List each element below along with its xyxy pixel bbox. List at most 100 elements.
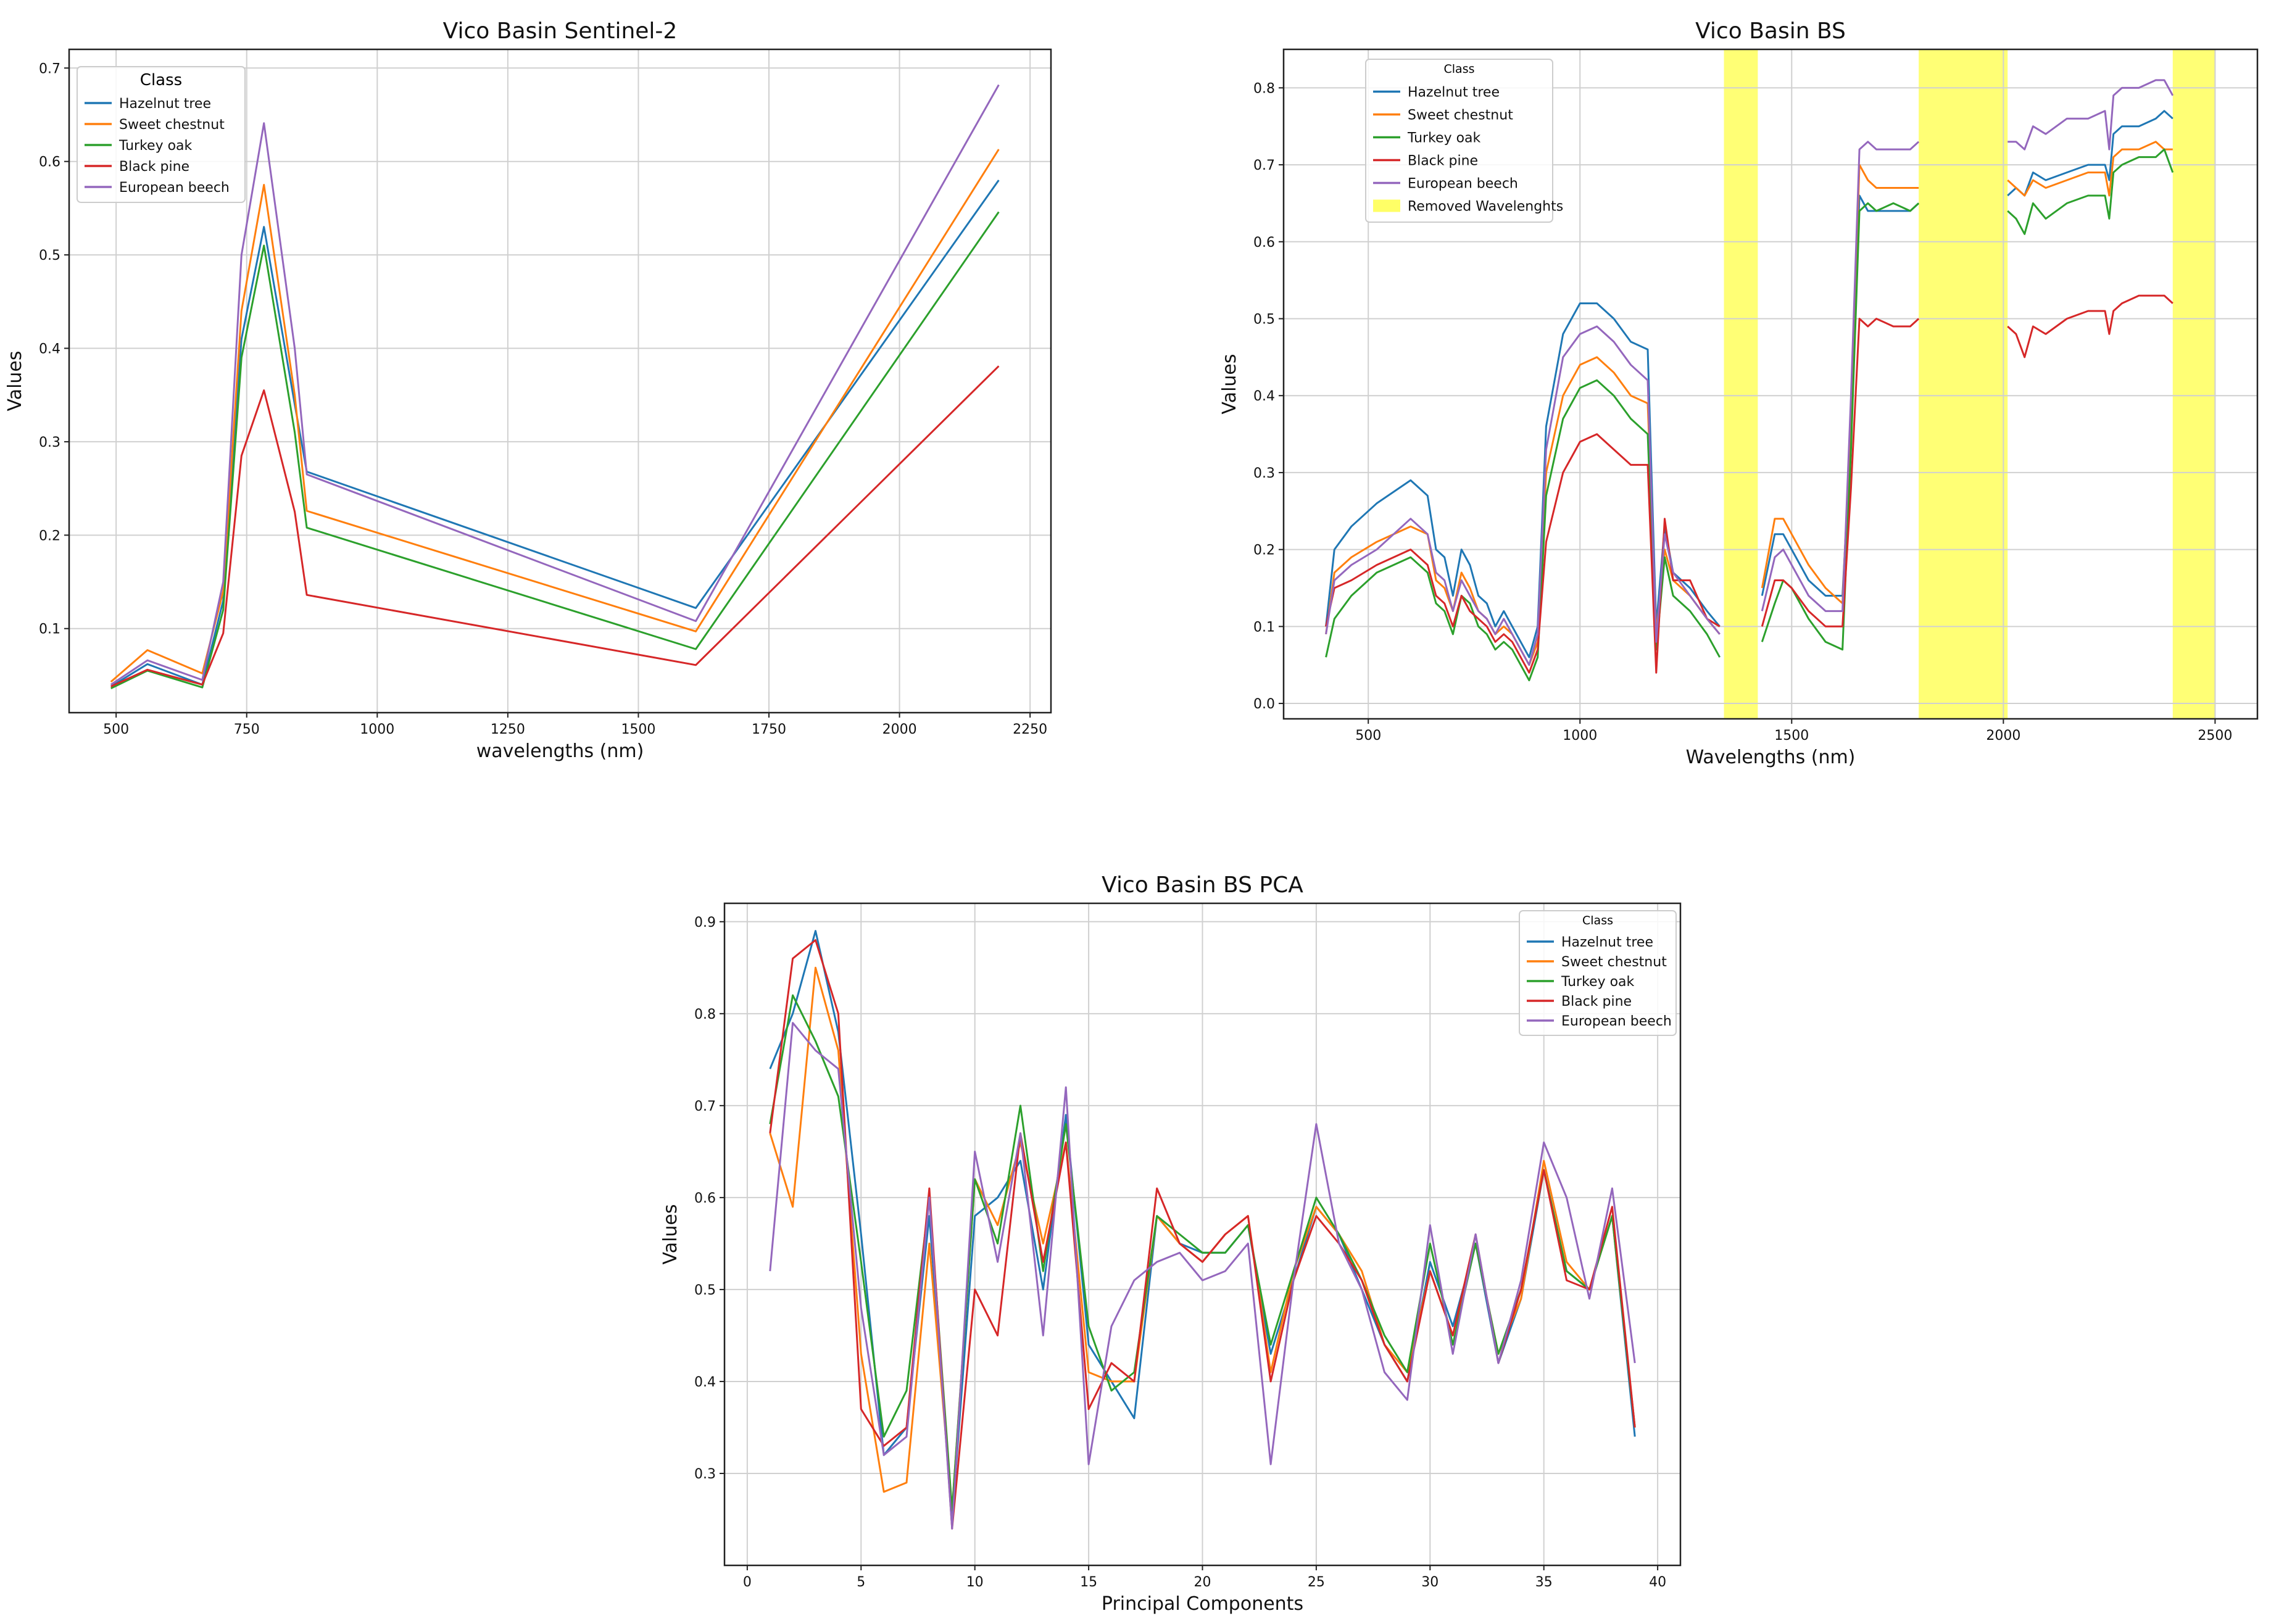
x-tick-label: 5 (857, 1575, 865, 1590)
y-tick-label: 0.6 (1253, 235, 1275, 251)
y-tick-label: 0.7 (694, 1099, 716, 1114)
y-tick-label: 0.5 (1253, 312, 1275, 327)
legend-label: Sweet chestnut (119, 117, 225, 133)
legend-label: Sweet chestnut (1561, 955, 1667, 970)
x-axis-label: Principal Components (1102, 1593, 1303, 1615)
x-tick-label: 1500 (621, 722, 655, 737)
x-tick-label: 1750 (752, 722, 786, 737)
series-line-european-beech (1325, 325, 1721, 666)
y-tick-label: 0.8 (1253, 81, 1275, 96)
x-tick-label: 1500 (1774, 728, 1809, 744)
plot-frame (1282, 48, 2259, 720)
x-tick-label: 25 (1308, 1575, 1325, 1590)
legend-title: Class (1582, 914, 1613, 927)
y-tick-label: 0.4 (1253, 389, 1275, 404)
x-tick-label: 2250 (1013, 722, 1047, 737)
y-tick-label: 0.3 (1253, 466, 1275, 481)
plot-frame (68, 48, 1052, 714)
legend-label: Removed Wavelenghts (1408, 199, 1563, 215)
legend-box (1365, 59, 1553, 223)
legend-label: Black pine (119, 159, 189, 175)
y-tick-label: 0.0 (1253, 697, 1275, 712)
legend-label: European beech (1561, 1014, 1672, 1029)
removed-band (2172, 49, 2215, 719)
x-tick-label: 0 (743, 1575, 752, 1590)
y-tick-label: 0.3 (39, 435, 60, 450)
legend-box (77, 66, 246, 203)
legend-title: Class (140, 71, 182, 89)
removed-band (1724, 49, 1758, 719)
x-tick-label: 10 (966, 1575, 984, 1590)
series-line-sweet-chestnut (110, 149, 1000, 683)
series-line-black-pine (110, 365, 1000, 687)
legend-label: Black pine (1408, 154, 1478, 169)
legend-label: Hazelnut tree (1408, 85, 1500, 101)
legend-label: Turkey oak (1407, 131, 1481, 146)
removed-band (1919, 49, 2008, 719)
x-tick-label: 750 (234, 722, 260, 737)
y-tick-label: 0.1 (39, 622, 60, 637)
legend-label: Turkey oak (1561, 974, 1635, 990)
legend-label: Black pine (1561, 994, 1632, 1009)
y-tick-label: 0.9 (694, 915, 716, 930)
x-tick-label: 35 (1535, 1575, 1553, 1590)
y-tick-label: 0.2 (39, 528, 60, 544)
x-tick-label: 2500 (2198, 728, 2232, 744)
series-line-european-beech (769, 1022, 1636, 1530)
y-tick-label: 0.4 (39, 342, 60, 357)
y-axis-label: Values (4, 350, 26, 411)
legend-label: Turkey oak (118, 138, 193, 154)
x-tick-label: 1000 (360, 722, 394, 737)
legend-swatch (1373, 199, 1400, 212)
series-line-black-pine (1761, 318, 1920, 628)
series-line-european-beech (1761, 141, 1920, 612)
legend-label: Sweet chestnut (1408, 108, 1513, 123)
series-line-hazelnut-tree (110, 180, 1000, 687)
legend-title: Class (1444, 62, 1475, 76)
series-line-black-pine (1325, 433, 1721, 674)
x-tick-label: 500 (103, 722, 129, 737)
y-axis-label: Values (1219, 354, 1240, 414)
y-tick-label: 0.7 (39, 61, 60, 77)
chart-bs-pca: 0 5 10 15 20 25 30 35 40 0.3 0.4 0.5 0.6 0.7 0.8 0.9 Vic… (660, 872, 1682, 1615)
series-line-turkey-oak (110, 211, 1000, 689)
series-line-sweet-chestnut (2007, 141, 2173, 197)
y-tick-label: 0.1 (1253, 619, 1275, 635)
chart-title: Vico Basin BS PCA (1102, 872, 1303, 898)
x-tick-label: 500 (1355, 728, 1381, 744)
y-tick-label: 0.7 (1253, 158, 1275, 173)
series-line-black-pine (2007, 294, 2173, 358)
x-axis-label: wavelengths (nm) (476, 740, 644, 762)
chart-bs: 500 1000 1500 2000 2500 0.0 0.1 0.2 0.3 0.4 0.5 0.6… (1219, 19, 2259, 768)
series-line-hazelnut-tree (2007, 110, 2173, 197)
series-line-european-beech (110, 84, 1000, 686)
x-axis-label: Wavelengths (nm) (1686, 747, 1856, 768)
x-tick-label: 2000 (1986, 728, 2020, 744)
x-tick-label: 15 (1080, 1575, 1097, 1590)
legend-box (1519, 910, 1677, 1036)
y-tick-label: 0.5 (694, 1283, 716, 1298)
legend-label: European beech (1408, 176, 1518, 192)
plot-frame (723, 902, 1682, 1567)
y-tick-label: 0.3 (694, 1467, 716, 1482)
y-tick-label: 0.5 (39, 248, 60, 263)
y-tick-label: 0.2 (1253, 543, 1275, 558)
x-tick-label: 1000 (1563, 728, 1597, 744)
chart-title: Vico Basin BS (1695, 19, 1846, 44)
x-tick-label: 40 (1649, 1575, 1666, 1590)
y-tick-label: 0.8 (694, 1007, 716, 1022)
x-tick-label: 1250 (491, 722, 525, 737)
y-axis-label: Values (660, 1204, 681, 1264)
x-tick-label: 2000 (882, 722, 917, 737)
y-tick-label: 0.6 (39, 155, 60, 170)
series-line-european-beech (2007, 79, 2174, 151)
legend-label: European beech (119, 180, 230, 196)
series-line-turkey-oak (2007, 148, 2174, 235)
legend-label: Hazelnut tree (1561, 935, 1653, 950)
y-tick-label: 0.6 (694, 1191, 716, 1206)
chart-title: Vico Basin Sentinel-2 (443, 19, 678, 44)
y-tick-label: 0.4 (694, 1375, 716, 1390)
x-tick-label: 30 (1421, 1575, 1439, 1590)
legend-label: Hazelnut tree (119, 96, 211, 112)
